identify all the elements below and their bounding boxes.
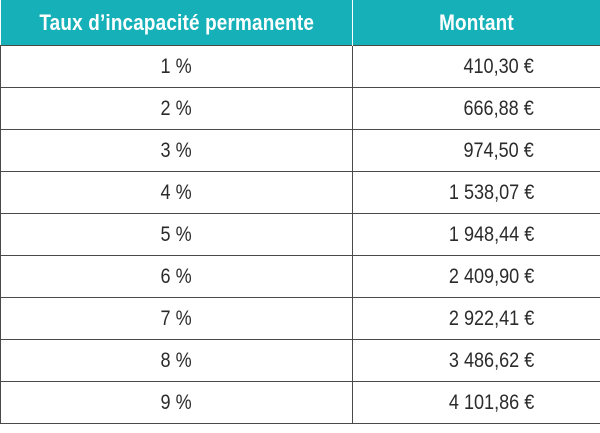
amount-value: 3 486,62 €	[448, 348, 534, 372]
table-row: 3 % 974,50 €	[0, 129, 600, 172]
column-header-rate: Taux d’incapacité permanente	[0, 0, 353, 46]
rate-cell: 2 %	[0, 87, 353, 130]
table-header: Taux d’incapacité permanente Montant	[0, 0, 600, 46]
table-row: 5 % 1 948,44 €	[0, 213, 600, 256]
rate-cell: 7 %	[0, 297, 353, 340]
amount-value: 1 538,07 €	[448, 180, 534, 204]
rate-value: 2 %	[160, 96, 193, 120]
amount-value: 2 922,41 €	[448, 306, 534, 330]
column-header-rate-label: Taux d’incapacité permanente	[38, 9, 314, 35]
amount-value: 974,50 €	[463, 138, 534, 162]
amount-cell: 2 922,41 €	[352, 297, 600, 340]
table-row: 2 % 666,88 €	[0, 87, 600, 130]
amount-cell: 1 948,44 €	[352, 213, 600, 256]
rate-cell: 9 %	[0, 381, 353, 424]
amount-value: 410,30 €	[463, 54, 534, 78]
rate-value: 9 %	[160, 390, 193, 414]
rate-value: 5 %	[160, 222, 193, 246]
rate-value: 8 %	[160, 348, 193, 372]
rate-cell: 5 %	[0, 213, 353, 256]
rate-cell: 3 %	[0, 129, 353, 172]
table-row: 4 % 1 538,07 €	[0, 171, 600, 214]
table-row: 9 % 4 101,86 €	[0, 381, 600, 424]
rate-value: 1 %	[160, 54, 193, 78]
rate-cell: 6 %	[0, 255, 353, 298]
amount-cell: 3 486,62 €	[352, 339, 600, 382]
compensation-table: Taux d’incapacité permanente Montant 1 %…	[0, 0, 600, 424]
amount-cell: 410,30 €	[352, 45, 600, 88]
amount-cell: 4 101,86 €	[352, 381, 600, 424]
amount-cell: 1 538,07 €	[352, 171, 600, 214]
column-header-amount-label: Montant	[439, 9, 515, 35]
amount-value: 666,88 €	[463, 96, 534, 120]
rate-value: 3 %	[160, 138, 193, 162]
amount-value: 4 101,86 €	[448, 390, 534, 414]
table-body: 1 % 410,30 € 2 % 666,88 € 3 % 974,50 € 4…	[0, 45, 600, 424]
header-row: Taux d’incapacité permanente Montant	[0, 0, 600, 46]
rate-cell: 4 %	[0, 171, 353, 214]
rate-cell: 1 %	[0, 45, 353, 88]
column-header-amount: Montant	[352, 0, 600, 46]
table-row: 8 % 3 486,62 €	[0, 339, 600, 382]
rate-value: 4 %	[160, 180, 193, 204]
table-row: 1 % 410,30 €	[0, 45, 600, 88]
amount-cell: 974,50 €	[352, 129, 600, 172]
rate-value: 7 %	[160, 306, 193, 330]
amount-cell: 666,88 €	[352, 87, 600, 130]
amount-value: 1 948,44 €	[448, 222, 534, 246]
amount-value: 2 409,90 €	[448, 264, 534, 288]
amount-cell: 2 409,90 €	[352, 255, 600, 298]
rate-value: 6 %	[160, 264, 193, 288]
table-row: 6 % 2 409,90 €	[0, 255, 600, 298]
table-row: 7 % 2 922,41 €	[0, 297, 600, 340]
rate-cell: 8 %	[0, 339, 353, 382]
